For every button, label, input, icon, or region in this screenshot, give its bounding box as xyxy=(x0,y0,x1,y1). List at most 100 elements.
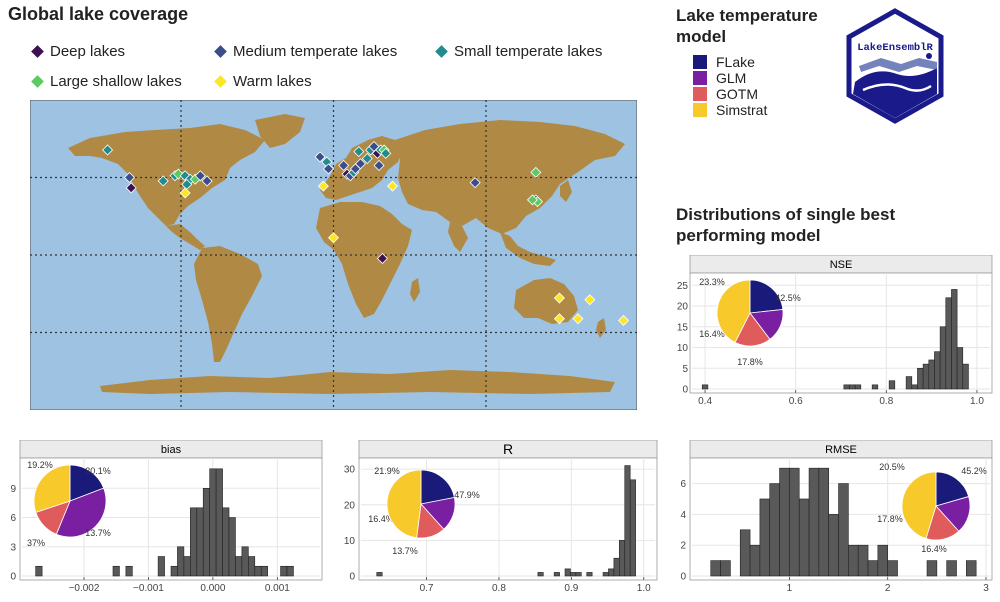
lake-marker xyxy=(125,182,137,194)
model-legend-item-glm: GLM xyxy=(693,70,746,86)
pie-label: 16.4% xyxy=(368,514,394,524)
lake-marker xyxy=(314,151,326,163)
panel-title: R xyxy=(503,441,513,457)
histogram-bar xyxy=(222,507,230,577)
pie-slice xyxy=(420,469,455,505)
y-tick-label: 0 xyxy=(349,572,355,583)
histogram-bar xyxy=(35,565,43,577)
histogram-bar xyxy=(749,544,761,577)
small-temperate-marker xyxy=(435,45,448,58)
x-tick-label: 3 xyxy=(983,583,989,594)
world-map xyxy=(30,100,637,410)
histogram-bar xyxy=(789,467,800,577)
x-tick-label: 2 xyxy=(885,583,891,594)
histogram-bar xyxy=(575,572,582,577)
histogram-bar xyxy=(202,488,210,577)
pie-label: 45.2% xyxy=(961,466,987,476)
y-tick-label: 0 xyxy=(682,385,688,396)
histogram-bar xyxy=(917,367,924,390)
pie-label: 13.7% xyxy=(85,528,111,538)
glm-swatch xyxy=(693,71,707,85)
histogram-bar xyxy=(260,565,268,577)
lakeensemblr-logo: LakeEnsemblR xyxy=(846,8,944,124)
histogram-bar xyxy=(564,568,571,577)
lake-markers xyxy=(102,140,630,326)
deep-lakes-marker xyxy=(31,45,44,58)
y-tick-label: 0 xyxy=(680,572,686,583)
pie-label: 37% xyxy=(27,538,45,548)
pie-label: 13.7% xyxy=(392,546,418,556)
histogram-bar xyxy=(586,572,593,577)
y-tick-label: 4 xyxy=(680,510,686,521)
y-tick-label: 6 xyxy=(680,479,686,490)
panel-title: RMSE xyxy=(825,444,857,456)
histogram-bar xyxy=(280,565,288,577)
southeast-asia xyxy=(500,232,556,266)
y-tick-label: 0 xyxy=(10,572,16,583)
new-zealand xyxy=(596,318,606,338)
histogram-bar xyxy=(838,483,849,577)
pie-label: 17.8% xyxy=(737,357,763,367)
y-tick-label: 5 xyxy=(682,364,688,375)
histogram-bar xyxy=(209,468,217,577)
histogram-bar xyxy=(848,544,859,577)
histogram-bar xyxy=(828,514,839,577)
histogram-bar xyxy=(911,384,918,390)
pie-label: 42.5% xyxy=(775,293,801,303)
logo-sun-icon xyxy=(926,53,932,59)
legend-medium-temperate-lakes: Medium temperate lakes xyxy=(214,43,397,60)
lake-marker xyxy=(179,187,191,199)
legend-warm-lakes: Warm lakes xyxy=(214,73,312,90)
x-tick-label: 1 xyxy=(787,583,793,594)
pie-label: 20.5% xyxy=(879,462,905,472)
lake-marker xyxy=(530,166,542,178)
flake-swatch xyxy=(693,55,707,69)
africa xyxy=(316,202,412,318)
logo-wave-icon xyxy=(862,83,932,92)
lake-marker xyxy=(322,163,334,175)
model-legend-item-gotm: GOTM xyxy=(693,86,758,102)
histogram-bar xyxy=(926,560,938,577)
y-tick-label: 25 xyxy=(677,281,689,292)
pie-slice xyxy=(386,469,422,539)
histogram-bar xyxy=(624,465,631,577)
histogram-bar xyxy=(798,498,810,577)
x-tick-label: 1.0 xyxy=(970,396,984,407)
histogram-bar xyxy=(739,529,751,577)
histogram-bar xyxy=(629,479,636,577)
y-tick-label: 2 xyxy=(680,541,686,552)
histogram-bar xyxy=(112,565,120,577)
histogram-bar xyxy=(951,289,958,390)
pie-label: 47.9% xyxy=(454,490,480,500)
histogram-bar xyxy=(254,565,262,577)
model-legend-label: Simstrat xyxy=(716,102,768,118)
y-tick-label: 3 xyxy=(10,542,16,553)
lake-marker xyxy=(194,170,206,182)
histogram-bar xyxy=(286,565,294,577)
histogram-bar xyxy=(710,560,721,577)
histogram-bar xyxy=(196,507,204,577)
histogram-bar xyxy=(887,560,898,577)
histogram-bar xyxy=(956,347,964,390)
pie-label: 30.1% xyxy=(85,466,111,476)
logo-mountain-icon xyxy=(859,58,937,72)
histogram-bar xyxy=(537,572,544,577)
histogram-bar xyxy=(613,557,620,577)
histogram-bar xyxy=(934,351,941,390)
histogram-bar xyxy=(701,384,709,390)
histogram-bar xyxy=(608,568,615,577)
x-tick-label: −0.001 xyxy=(133,583,164,594)
histogram-bar xyxy=(945,297,952,390)
model-legend-item-flake: FLake xyxy=(693,54,755,70)
gotm-swatch xyxy=(693,87,707,101)
x-tick-label: 0.4 xyxy=(698,396,712,407)
model-legend-label: FLake xyxy=(716,54,755,70)
japan xyxy=(560,180,572,202)
pie-slice xyxy=(935,471,970,507)
histogram-bar xyxy=(619,540,626,577)
large-shallow-marker xyxy=(31,75,44,88)
histogram-bar xyxy=(818,467,830,577)
india xyxy=(448,222,468,252)
x-tick-label: 0.000 xyxy=(200,583,225,594)
pie-label: 16.4% xyxy=(921,544,947,554)
